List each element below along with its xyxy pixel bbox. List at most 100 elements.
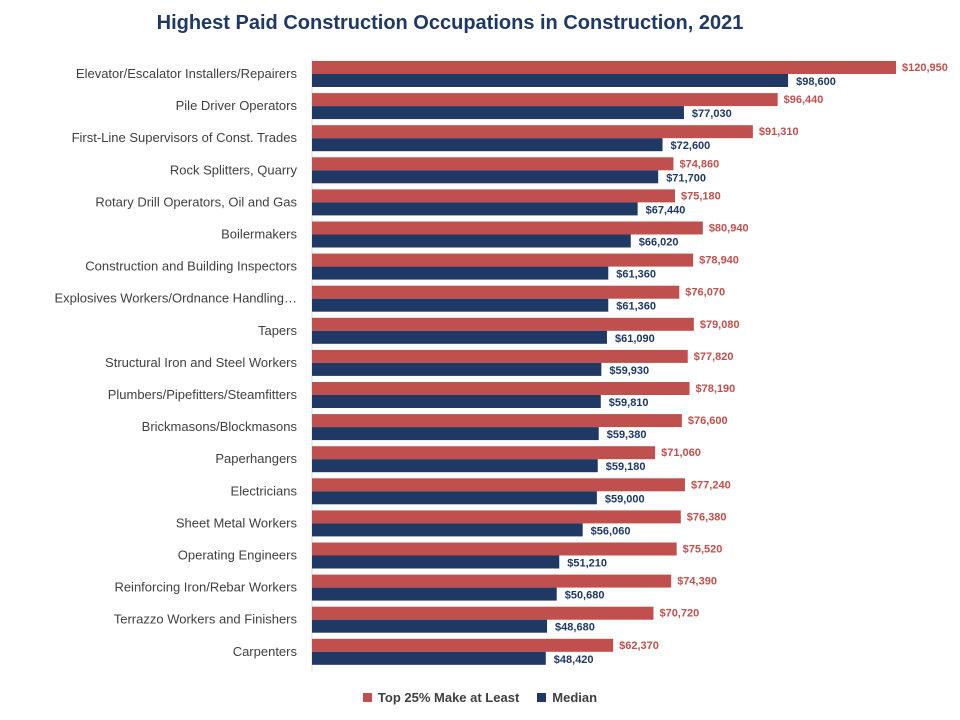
bar-median: [312, 651, 546, 665]
bar-chart: Elevator/Escalator Installers/Repairers $…: [54, 59, 948, 671]
category-label: Rotary Drill Operators, Oil and Gas: [95, 194, 297, 209]
category-label: Operating Engineers: [178, 548, 298, 563]
category-label: Elevator/Escalator Installers/Repairers: [76, 66, 298, 81]
category-label: Pile Driver Operators: [176, 98, 298, 113]
bar-median: [312, 266, 609, 280]
legend-item-median: Median: [537, 690, 597, 705]
data-label-median: $48,680: [555, 622, 595, 634]
bar-top25: [312, 542, 677, 556]
chart-title: Highest Paid Construction Occupations in…: [156, 12, 744, 34]
bar-median: [312, 138, 663, 152]
bar-median: [312, 202, 638, 216]
category-label: Terrazzo Workers and Finishers: [114, 612, 298, 627]
category-label: Paperhangers: [215, 451, 297, 466]
category-label: First-Line Supervisors of Const. Trades: [72, 130, 298, 145]
data-label-median: $56,060: [591, 525, 631, 537]
data-label-top25: $62,370: [619, 640, 659, 652]
legend-label-median: Median: [552, 690, 598, 705]
data-label-top25: $78,190: [696, 383, 736, 395]
bar-top25: [312, 382, 690, 395]
data-label-top25: $120,950: [902, 62, 948, 74]
bar-top25: [312, 189, 676, 203]
data-label-median: $61,360: [616, 301, 656, 313]
bar-top25: [312, 93, 778, 107]
data-label-top25: $75,180: [681, 190, 721, 202]
legend-swatch-top25: [362, 693, 372, 702]
category-label: Explosives Workers/Ordnance Handling…: [54, 291, 297, 306]
data-label-median: $59,000: [605, 493, 645, 505]
data-label-median: $61,090: [615, 333, 655, 345]
bar-top25: [312, 638, 614, 652]
bar-top25: [312, 574, 672, 588]
bar-top25: [312, 446, 656, 460]
data-label-top25: $91,310: [759, 126, 799, 138]
category-label: Boilermakers: [221, 227, 297, 242]
bar-median: [312, 106, 684, 120]
bar-top25: [312, 61, 896, 74]
data-label-median: $71,700: [666, 172, 706, 184]
data-label-top25: $78,940: [699, 255, 739, 267]
data-label-top25: $77,240: [691, 479, 731, 491]
category-label: Sheet Metal Workers: [176, 515, 298, 530]
bar-top25: [312, 606, 654, 620]
category-label: Tapers: [258, 323, 298, 338]
bar-median: [312, 619, 548, 633]
data-label-top25: $79,080: [700, 319, 740, 331]
legend-swatch-median: [537, 693, 547, 702]
data-label-median: $61,360: [616, 269, 656, 281]
data-label-median: $66,020: [639, 237, 679, 249]
bar-median: [312, 362, 602, 376]
bar-median: [312, 395, 601, 408]
legend-label-top25: Top 25% Make at Least: [377, 690, 520, 705]
bar-median: [312, 427, 599, 441]
bar-median: [312, 170, 659, 184]
data-label-median: $59,930: [609, 365, 649, 377]
bar-median: [312, 555, 560, 569]
data-label-median: $67,440: [646, 204, 686, 216]
bar-top25: [312, 285, 680, 299]
data-label-median: $59,810: [609, 397, 649, 409]
data-label-median: $48,420: [554, 654, 594, 666]
category-label: Carpenters: [233, 644, 298, 659]
bar-median: [312, 298, 609, 312]
data-label-top25: $76,600: [688, 415, 728, 427]
data-label-median: $98,600: [796, 76, 836, 88]
category-label: Electricians: [231, 483, 298, 498]
data-label-top25: $96,440: [784, 94, 824, 106]
bar-top25: [312, 253, 694, 267]
bar-median: [312, 459, 598, 473]
bar-top25: [312, 510, 681, 524]
data-label-median: $59,380: [607, 429, 647, 441]
data-label-top25: $70,720: [659, 608, 699, 620]
data-label-top25: $74,390: [677, 576, 717, 588]
legend-item-top25: Top 25% Make at Least: [362, 690, 520, 705]
bar-median: [312, 330, 607, 344]
bar-median: [312, 234, 631, 248]
bar-top25: [312, 478, 685, 492]
bar-median: [312, 74, 789, 87]
bar-top25: [312, 157, 674, 171]
category-label: Construction and Building Inspectors: [85, 259, 297, 274]
data-label-top25: $74,860: [679, 158, 719, 170]
bar-median: [312, 523, 583, 537]
bar-top25: [312, 221, 703, 235]
bar-median: [312, 587, 557, 601]
data-label-top25: $76,380: [687, 511, 727, 523]
category-label: Structural Iron and Steel Workers: [105, 355, 297, 370]
data-label-top25: $80,940: [709, 223, 749, 235]
category-label: Plumbers/Pipefitters/Steamfitters: [108, 387, 298, 402]
data-label-top25: $76,070: [685, 287, 725, 299]
bar-median: [312, 491, 597, 505]
data-label-median: $77,030: [692, 108, 732, 120]
data-label-median: $50,680: [565, 590, 605, 602]
bar-top25: [312, 125, 753, 139]
category-label: Rock Splitters, Quarry: [170, 162, 298, 177]
bar-top25: [312, 349, 688, 363]
data-label-top25: $71,060: [661, 447, 701, 459]
data-label-top25: $77,820: [694, 351, 734, 363]
data-label-median: $59,180: [606, 461, 646, 473]
data-label-median: $72,600: [671, 140, 711, 152]
bar-top25: [312, 317, 694, 331]
category-label: Reinforcing Iron/Rebar Workers: [114, 580, 297, 595]
bar-top25: [312, 414, 682, 428]
